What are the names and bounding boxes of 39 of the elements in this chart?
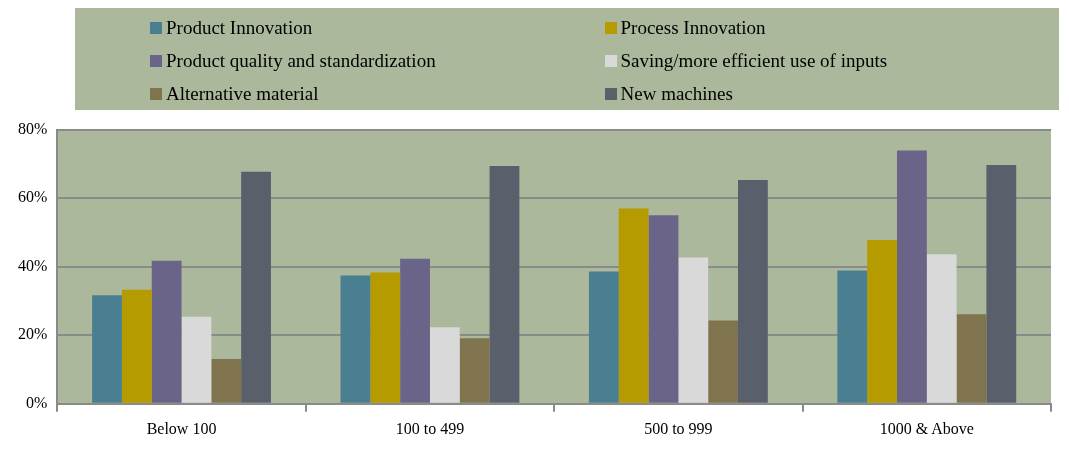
y-tick-label: 20% <box>18 325 48 343</box>
bar <box>588 271 619 403</box>
bar <box>151 260 182 403</box>
bar <box>429 327 460 403</box>
bar <box>181 316 212 403</box>
legend-label: Product quality and standardization <box>166 50 436 72</box>
bar <box>708 320 738 403</box>
y-tick-label: 80% <box>18 119 48 137</box>
x-tick-label: 100 to 499 <box>395 419 465 437</box>
x-tick-label: 500 to 999 <box>644 419 713 437</box>
bar <box>459 338 490 403</box>
bar <box>867 239 897 403</box>
bar <box>926 254 957 403</box>
bar <box>896 150 927 403</box>
bar <box>837 270 868 403</box>
x-tick-label: Below 100 <box>146 419 217 437</box>
bar <box>92 295 122 403</box>
bar <box>241 171 271 403</box>
y-tick-label: 60% <box>18 188 48 206</box>
legend-label: Process Innovation <box>620 17 766 39</box>
bar <box>489 165 520 403</box>
x-tick-label: 1000 & Above <box>879 419 974 437</box>
bar <box>370 272 401 403</box>
bar <box>211 358 242 403</box>
legend-label: Saving/more efficient use of inputs <box>620 50 888 72</box>
y-tick-label: 0% <box>26 394 48 411</box>
bar <box>340 275 371 403</box>
bar <box>618 208 649 403</box>
bar <box>400 258 430 403</box>
bar <box>648 215 679 403</box>
bar <box>678 257 709 403</box>
legend-label: Product Innovation <box>166 17 313 39</box>
y-tick-label: 40% <box>18 256 48 274</box>
bar <box>956 314 987 403</box>
bar <box>986 164 1017 403</box>
bar <box>737 179 768 403</box>
legend-label: Alternative material <box>166 83 319 105</box>
legend-label: New machines <box>620 83 733 105</box>
bar <box>121 289 152 403</box>
